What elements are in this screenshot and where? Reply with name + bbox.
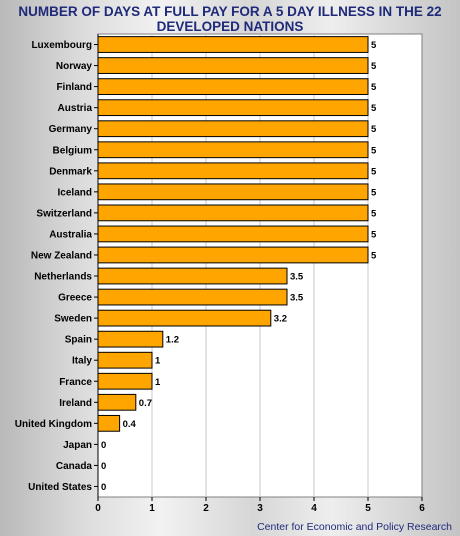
value-label: 0 (101, 461, 106, 472)
category-label: Ireland (59, 398, 92, 409)
category-label: Belgium (53, 145, 93, 156)
category-label: Netherlands (34, 272, 92, 283)
value-label: 1 (155, 356, 161, 367)
category-label: United Kingdom (15, 419, 92, 430)
category-label: Spain (65, 335, 92, 346)
category-label: Denmark (49, 166, 92, 177)
category-label: Australia (49, 229, 92, 240)
x-tick-label: 1 (149, 503, 155, 514)
x-tick-label: 3 (257, 503, 263, 514)
category-label: Iceland (58, 187, 92, 198)
value-label: 5 (371, 124, 377, 135)
bar (97, 393, 137, 411)
category-label: Canada (56, 461, 93, 472)
category-label: Japan (63, 440, 92, 451)
source-note: Center for Economic and Policy Research (257, 521, 452, 533)
category-label: Austria (58, 103, 93, 114)
category-label: Germany (49, 124, 93, 135)
x-tick-label: 2 (203, 503, 209, 514)
value-label: 0.7 (139, 398, 152, 409)
bar (97, 246, 369, 264)
chart-title: NUMBER OF DAYS AT FULL PAY FOR A 5 DAY I… (0, 4, 460, 34)
x-tick-label: 5 (365, 503, 371, 514)
bar (97, 309, 272, 327)
category-label: Switzerland (36, 208, 92, 219)
bar (97, 225, 369, 243)
category-label: Sweden (54, 314, 92, 325)
bar (97, 36, 369, 53)
value-label: 5 (371, 250, 377, 261)
category-label: Norway (56, 61, 93, 72)
bar (97, 351, 153, 369)
bar (97, 204, 369, 222)
category-label: Finland (56, 82, 92, 93)
value-label: 3.5 (290, 293, 304, 304)
category-label: Luxembourg (31, 40, 92, 51)
bar (97, 330, 164, 348)
category-label: Italy (72, 356, 92, 367)
bar (97, 162, 369, 180)
value-label: 5 (371, 103, 377, 114)
value-label: 5 (371, 40, 377, 51)
bar (97, 120, 369, 138)
bar (97, 57, 369, 74)
bar (97, 267, 288, 285)
value-label: 5 (371, 61, 377, 72)
value-label: 1 (155, 377, 161, 388)
bar (97, 372, 153, 390)
bar (97, 288, 288, 306)
bar (97, 414, 121, 432)
x-tick-label: 4 (311, 503, 317, 514)
category-label: United States (28, 482, 92, 493)
value-label: 5 (371, 187, 377, 198)
bar (97, 99, 369, 117)
category-label: New Zealand (31, 250, 92, 261)
chart-title-line-2: DEVELOPED NATIONS (156, 19, 304, 34)
chart-title-line-1: NUMBER OF DAYS AT FULL PAY FOR A 5 DAY I… (18, 4, 442, 19)
value-label: 5 (371, 82, 377, 93)
value-label: 5 (371, 229, 377, 240)
value-label: 0 (101, 482, 106, 493)
x-tick-label: 6 (419, 503, 425, 514)
value-label: 3.2 (274, 314, 287, 325)
value-label: 1.2 (166, 335, 179, 346)
value-label: 5 (371, 166, 377, 177)
x-tick-label: 0 (95, 503, 101, 514)
bar (97, 183, 369, 201)
category-label: France (59, 377, 92, 388)
value-label: 5 (371, 145, 377, 156)
value-label: 0 (101, 440, 106, 451)
category-label: Greece (58, 293, 92, 304)
value-label: 3.5 (290, 272, 304, 283)
bar (97, 78, 369, 96)
value-label: 5 (371, 208, 377, 219)
value-label: 0.4 (123, 419, 137, 430)
bar (97, 141, 369, 159)
